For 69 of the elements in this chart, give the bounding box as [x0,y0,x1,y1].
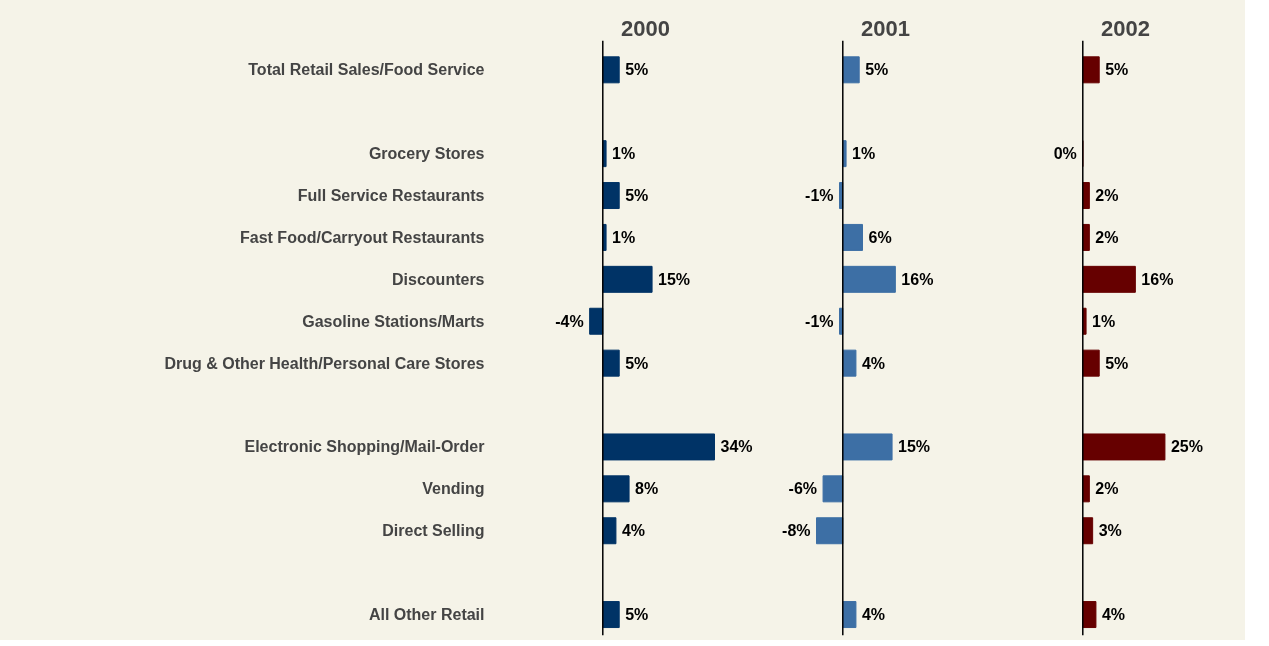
data-label: 5% [625,61,649,79]
data-label: -8% [782,522,811,540]
y-tick-label: Grocery Stores [368,145,485,163]
data-label: 4% [861,606,886,624]
bar [602,517,617,545]
data-label: -1% [805,312,834,330]
data-label: 0% [1053,145,1077,163]
data-label: 5% [865,61,889,79]
bar [602,601,620,629]
data-label: 4% [621,522,646,540]
bar [842,601,857,629]
data-label: 1% [852,145,876,163]
bar [602,433,715,461]
bar [842,223,863,251]
bar [602,349,620,377]
data-label: 4% [1101,606,1126,624]
bar [602,265,653,293]
bar [589,307,604,335]
bar [1082,349,1100,377]
y-tick-label: Electronic Shopping/Mail-Order [244,438,485,456]
y-tick-label: Full Service Restaurants [297,187,485,205]
data-label: 2% [1095,228,1119,246]
chart-title: 2002 [1101,15,1150,41]
bar [842,265,896,293]
bar [1082,601,1097,629]
bar [842,433,893,461]
bar [1082,265,1136,293]
data-label: 15% [898,438,931,456]
data-label: -4% [555,312,584,330]
data-label: 25% [1170,438,1203,456]
data-label: -6% [788,480,818,498]
data-label: 5% [1105,61,1129,79]
data-label: 4% [861,354,886,372]
y-tick-label: Gasoline Stations/Marts [302,312,485,330]
data-label: 2% [1095,187,1119,205]
y-tick-label: Discounters [392,270,485,288]
bar [602,182,620,210]
bar [602,56,620,84]
data-label: 15% [658,270,691,288]
data-label: 16% [1141,270,1174,288]
data-label: 3% [1098,522,1122,540]
y-tick-label: Fast Food/Carryout Restaurants [240,228,485,246]
bar [842,56,860,84]
y-tick-label: Vending [422,480,485,498]
data-label: 1% [612,228,636,246]
chart-title: 2000 [621,15,670,41]
y-tick-label: Drug & Other Health/Personal Care Stores [164,354,485,372]
data-label: 5% [1105,354,1129,372]
bar [1082,56,1100,84]
data-label: 6% [868,228,892,246]
data-label: 5% [625,354,649,372]
data-label: -1% [805,187,834,205]
y-tick-label: All Other Retail [368,606,485,624]
data-label: 1% [1092,312,1116,330]
y-tick-label: Total Retail Sales/Food Service [248,61,485,79]
data-label: 5% [625,606,649,624]
bar [842,349,857,377]
y-tick-label: Direct Selling [382,522,485,540]
bar [822,475,844,503]
bar [602,475,630,503]
data-label: 16% [901,270,934,288]
data-label: 34% [720,438,753,456]
bar [1082,433,1166,461]
data-label: 1% [612,145,636,163]
data-label: 5% [625,187,649,205]
chart-title: 2001 [861,15,910,41]
bar [816,517,844,545]
data-label: 8% [635,480,659,498]
data-label: 2% [1095,480,1119,498]
